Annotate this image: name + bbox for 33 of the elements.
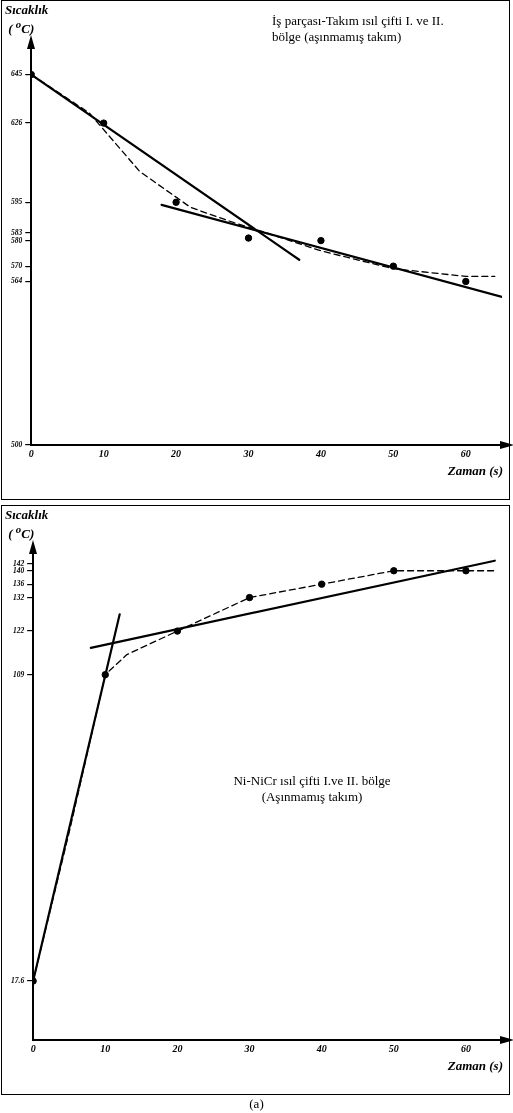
x-tick-label: 30 bbox=[243, 1042, 255, 1054]
x-tick-label: 0 bbox=[30, 1042, 36, 1054]
text: İş parçası-Takım ısıl çifti I. ve II. bölge (aşınmamış takım) bbox=[272, 13, 445, 45]
point bbox=[172, 198, 180, 206]
x-tick-label: 10 bbox=[100, 1042, 111, 1054]
point bbox=[462, 567, 470, 575]
x-tick-label: 30 bbox=[242, 447, 254, 459]
x-axis-title: Zaman (s) bbox=[447, 1058, 503, 1074]
y-axis-title: Sıcaklık ( $^{o}$C) bbox=[5, 507, 50, 542]
point bbox=[99, 119, 108, 127]
point bbox=[317, 580, 326, 588]
x-tick-label: 0 bbox=[28, 447, 34, 459]
point bbox=[101, 670, 109, 679]
point bbox=[317, 236, 325, 245]
x-tick-label: 60 bbox=[460, 1042, 471, 1054]
x-tick-label: 20 bbox=[170, 447, 182, 459]
point bbox=[244, 234, 253, 242]
x-tick-label: 40 bbox=[314, 447, 326, 459]
annotation: Ni-NiCr ısıl çifti I.ve II. bölge (Aşınmamış takım) bbox=[232, 772, 392, 805]
point bbox=[390, 567, 398, 575]
x-tick-label: 20 bbox=[171, 1042, 183, 1054]
point bbox=[389, 262, 398, 270]
x-tick-label: 40 bbox=[315, 1042, 327, 1054]
x-axis-title: Zaman (s) bbox=[447, 463, 503, 479]
point bbox=[245, 593, 254, 602]
y-axis-title: Sıcaklık ( $^{o}$C) bbox=[5, 2, 50, 37]
x-tick-label: 60 bbox=[460, 447, 471, 459]
x-tick-label: 50 bbox=[388, 1042, 399, 1054]
x-tick-label: 50 bbox=[388, 447, 399, 459]
point bbox=[462, 277, 470, 286]
point bbox=[173, 627, 182, 635]
x-tick-label: 10 bbox=[98, 447, 109, 459]
text: (a) bbox=[248, 1096, 265, 1112]
